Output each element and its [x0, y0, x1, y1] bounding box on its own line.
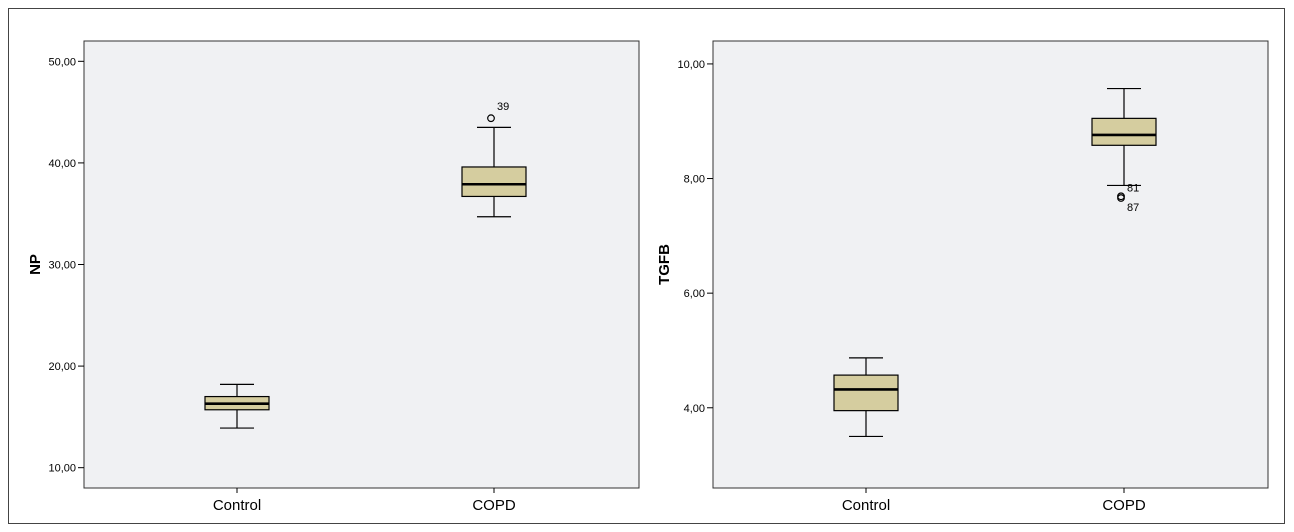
tgfb-y-axis-title: TGFB: [656, 244, 673, 285]
tgfb-ytick-label: 4,00: [684, 403, 705, 415]
np-ytick-label: 40,00: [48, 158, 76, 170]
np-ytick-label: 10,00: [48, 463, 76, 475]
np-box-copd: 39: [461, 101, 527, 218]
outlier-label: 39: [497, 101, 509, 113]
np-panel: 10,00 20,00 30,00 40,00 50,00 NP Control COPD 39: [27, 40, 640, 514]
outlier-label: 81: [1127, 182, 1139, 194]
tgfb-plot-area: [712, 40, 1269, 489]
tgfb-box-copd: 81 87: [1091, 87, 1157, 214]
np-ytick-label: 20,00: [48, 361, 76, 373]
outlier-point: [1117, 194, 1125, 202]
tgfb-ytick-label: 6,00: [684, 288, 705, 300]
tgfb-box-control: [833, 357, 899, 438]
tgfb-ytick-label: 10,00: [677, 59, 705, 71]
figure-frame: [8, 8, 1285, 524]
tgfb-panel: 4,00 6,00 8,00 10,00 TGFB Control COPD 81 87: [656, 40, 1269, 514]
outlier-label: 87: [1127, 202, 1139, 214]
np-category-label: COPD: [472, 497, 516, 514]
np-y-axis-title: NP: [27, 254, 44, 275]
tgfb-category-label: Control: [842, 497, 890, 514]
np-box-control: [204, 383, 270, 429]
np-ytick-label: 50,00: [48, 56, 76, 68]
iqr-box: [1091, 117, 1157, 146]
iqr-box: [461, 166, 527, 198]
np-ytick-label: 30,00: [48, 260, 76, 272]
np-plot-area: [83, 40, 640, 489]
iqr-box: [833, 374, 899, 412]
np-category-label: Control: [213, 497, 261, 514]
outlier-point: [487, 114, 495, 123]
tgfb-ytick-label: 8,00: [684, 174, 705, 186]
tgfb-category-label: COPD: [1102, 497, 1146, 514]
